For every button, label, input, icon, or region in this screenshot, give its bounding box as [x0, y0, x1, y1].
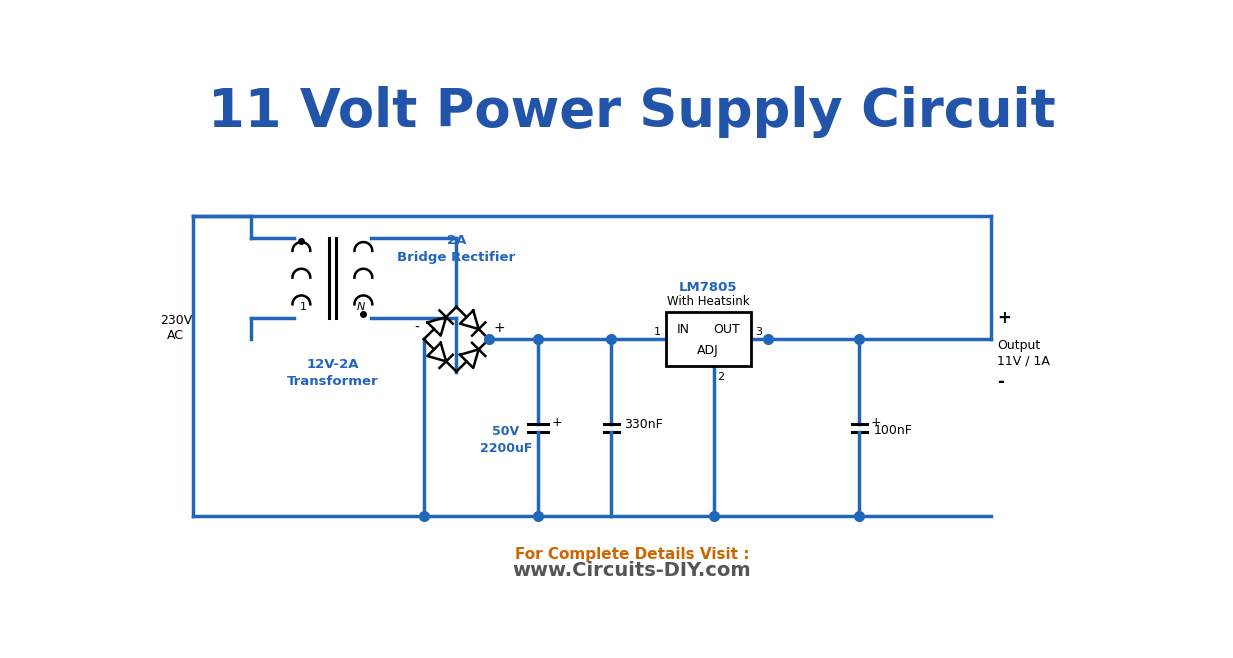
Text: 2: 2	[718, 372, 725, 382]
Text: 2200uF: 2200uF	[480, 442, 533, 455]
Text: +: +	[551, 417, 562, 429]
Text: 50V: 50V	[492, 426, 519, 438]
Text: +: +	[870, 417, 882, 429]
Text: 230V: 230V	[160, 314, 192, 327]
Text: Bridge Rectifier: Bridge Rectifier	[397, 251, 515, 264]
Text: AC: AC	[168, 329, 184, 342]
Text: -: -	[997, 372, 1004, 391]
Text: IN: IN	[677, 322, 689, 336]
Text: 1: 1	[300, 302, 307, 312]
Bar	[666, 313, 751, 366]
Text: www.Circuits-DIY.com: www.Circuits-DIY.com	[513, 561, 751, 580]
Text: 11V / 1A: 11V / 1A	[997, 354, 1051, 367]
Text: 100nF: 100nF	[873, 424, 912, 438]
Text: For Complete Details Visit :: For Complete Details Visit :	[514, 547, 750, 563]
Text: -: -	[414, 320, 419, 334]
Text: With Heatsink: With Heatsink	[667, 295, 750, 307]
Text: +: +	[997, 309, 1011, 326]
Text: Transformer: Transformer	[286, 376, 379, 388]
Text: LM7805: LM7805	[679, 281, 737, 293]
Text: 2A: 2A	[446, 234, 466, 247]
Text: Output: Output	[997, 339, 1041, 352]
Text: +: +	[493, 320, 506, 334]
Text: ADJ: ADJ	[698, 343, 719, 357]
Text: 12V-2A: 12V-2A	[306, 359, 359, 372]
Text: 11 Volt Power Supply Circuit: 11 Volt Power Supply Circuit	[208, 86, 1055, 138]
Text: 330nF: 330nF	[625, 418, 663, 431]
Text: 3: 3	[756, 326, 762, 336]
Text: N: N	[356, 302, 365, 312]
Text: OUT: OUT	[713, 322, 740, 336]
Text: 1: 1	[653, 326, 661, 336]
